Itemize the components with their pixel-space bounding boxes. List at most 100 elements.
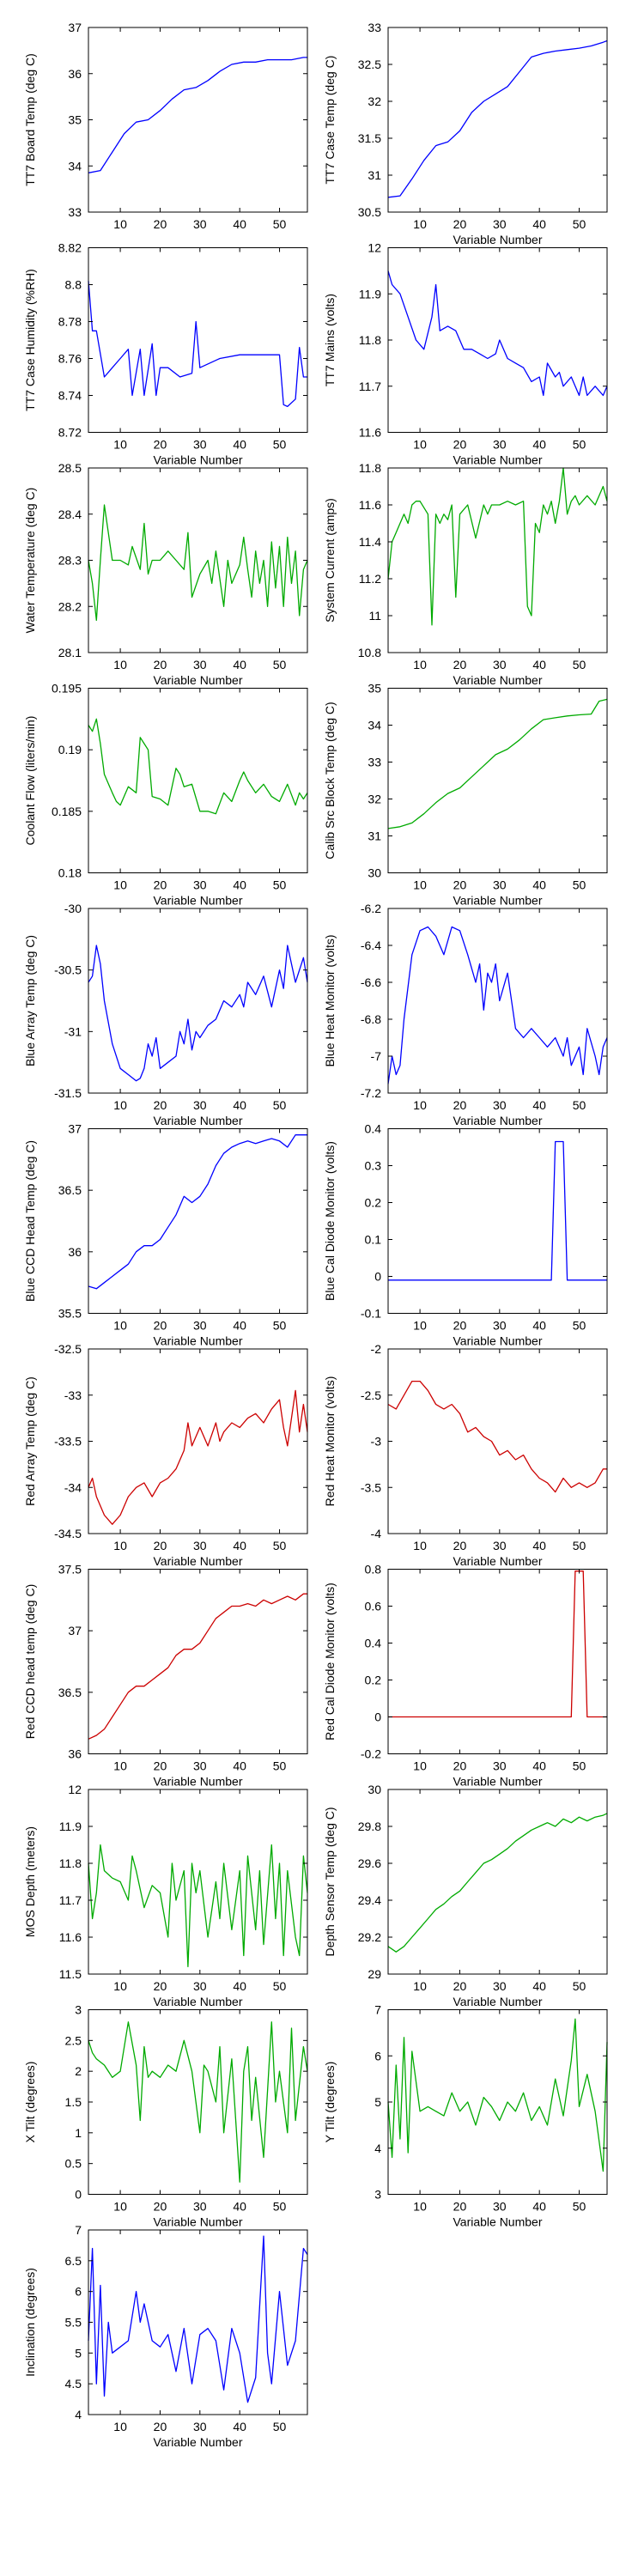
y-tick-label: -0.1	[361, 1307, 381, 1321]
y-tick-label: -4	[371, 1527, 382, 1540]
x-tick-label: 10	[113, 1319, 127, 1333]
x-tick-label: 10	[413, 1098, 427, 1112]
y-tick-label: -30.5	[54, 963, 82, 977]
x-tick-label: 10	[413, 217, 427, 231]
x-tick-label: 50	[273, 1539, 287, 1552]
x-tick-label: 10	[413, 1539, 427, 1552]
x-tick-label: 20	[453, 1979, 467, 1993]
y-tick-label: 28.1	[58, 646, 82, 659]
y-tick-label: 11.6	[59, 1930, 82, 1944]
plot-frame	[88, 908, 308, 1094]
x-tick-label: 10	[113, 1759, 127, 1773]
plot-frame	[387, 1569, 608, 1754]
y-tick-label: 0.19	[58, 743, 82, 756]
y-tick-label: 36.5	[58, 1183, 82, 1197]
x-tick-label: 40	[233, 878, 246, 892]
y-tick-label: 6	[75, 2285, 82, 2299]
x-tick-label: 50	[573, 1098, 586, 1112]
x-tick-label: 40	[532, 438, 546, 452]
x-tick-label: 10	[113, 1979, 127, 1993]
x-tick-label: 40	[532, 1098, 546, 1112]
y-tick-label: 4.5	[65, 2377, 82, 2391]
x-tick-label: 30	[493, 1759, 507, 1773]
y-axis-title: Red CCD head temp (deg C)	[23, 1584, 37, 1740]
y-axis-title: Blue Cal Diode Monitor (volts)	[323, 1141, 337, 1301]
chart-panel-10: -7.2 -7 -6.8 -6.6 -6.4 -6.2 10 20 30 40 50 Variable…	[323, 902, 608, 1127]
y-tick-label: 2.5	[65, 2033, 82, 2047]
x-axis-title: Variable Number	[153, 2215, 242, 2229]
x-axis-title: Variable Number	[453, 894, 542, 908]
x-axis-title: Variable Number	[153, 1334, 242, 1348]
y-tick-label: 36	[68, 1747, 82, 1761]
x-tick-label: 10	[413, 438, 427, 452]
y-tick-label: 34	[68, 159, 82, 173]
x-tick-label: 50	[273, 1098, 287, 1112]
x-tick-label: 30	[193, 2200, 207, 2214]
x-axis-title: Variable Number	[453, 233, 542, 246]
y-tick-label: 4	[374, 2142, 381, 2155]
y-axis-title: Depth Sensor Temp (deg C)	[323, 1807, 337, 1956]
series-line	[88, 718, 308, 815]
y-tick-label: 29.2	[358, 1930, 381, 1944]
y-tick-label: -34	[64, 1480, 82, 1494]
y-tick-label: 0	[374, 1270, 381, 1284]
y-tick-label: 1	[75, 2126, 82, 2140]
series-line	[88, 2021, 308, 2183]
x-tick-label: 50	[273, 2200, 287, 2214]
x-tick-label: 20	[453, 878, 467, 892]
x-tick-label: 40	[233, 1539, 246, 1552]
x-tick-label: 50	[273, 2420, 287, 2433]
y-tick-label: 0.4	[365, 1122, 382, 1136]
y-tick-label: 28.3	[58, 554, 82, 568]
y-tick-label: 32.5	[358, 58, 381, 71]
x-tick-label: 50	[573, 438, 586, 452]
y-tick-label: 30	[368, 1783, 381, 1796]
x-tick-label: 20	[453, 1098, 467, 1112]
y-tick-label: -6.8	[361, 1012, 381, 1026]
x-tick-label: 10	[413, 1979, 427, 1993]
y-tick-label: 8.74	[58, 389, 82, 403]
series-line	[387, 926, 608, 1084]
series-line	[388, 1571, 607, 1718]
y-axis-title: TT7 Case Temp (deg C)	[323, 56, 337, 185]
x-tick-label: 20	[154, 1979, 167, 1993]
plot-frame	[88, 2009, 308, 2195]
x-tick-label: 50	[273, 1979, 287, 1993]
x-tick-label: 30	[493, 438, 507, 452]
x-axis-title: Variable Number	[153, 453, 242, 467]
y-tick-label: 0.4	[365, 1637, 382, 1650]
y-axis-title: TT7 Board Temp (deg C)	[23, 53, 37, 186]
x-tick-label: 40	[532, 217, 546, 231]
plot-frame	[88, 688, 308, 873]
plot-frame	[387, 688, 608, 873]
y-tick-label: -3	[371, 1435, 382, 1449]
x-tick-label: 50	[573, 2200, 586, 2214]
series-line	[88, 2235, 308, 2403]
x-tick-label: 40	[532, 1759, 546, 1773]
series-line	[387, 2018, 608, 2172]
x-axis-title: Variable Number	[453, 1775, 542, 1789]
series-line	[387, 39, 608, 198]
x-tick-label: 10	[113, 1098, 127, 1112]
y-tick-label: 0.18	[58, 866, 82, 880]
x-tick-label: 40	[233, 438, 246, 452]
x-tick-label: 10	[113, 878, 127, 892]
chart-panel-5: 28.1 28.2 28.3 28.4 28.5 10 20 30 40 50 Variable N…	[23, 461, 308, 687]
y-tick-label: 32	[368, 793, 381, 806]
y-tick-label: -6.6	[361, 975, 381, 989]
x-tick-label: 30	[193, 438, 207, 452]
y-tick-label: 11.7	[59, 1893, 82, 1907]
x-tick-label: 10	[113, 2200, 127, 2214]
y-tick-label: 36	[68, 67, 82, 81]
y-tick-label: 28.5	[58, 461, 82, 475]
x-tick-label: 20	[154, 2420, 167, 2433]
y-tick-label: 35	[68, 113, 82, 127]
x-axis-title: Variable Number	[153, 1775, 242, 1789]
x-tick-label: 40	[233, 658, 246, 671]
plot-frame	[387, 1348, 608, 1534]
x-tick-label: 20	[453, 658, 467, 671]
y-tick-label: 0.185	[52, 805, 82, 818]
x-tick-label: 40	[233, 1098, 246, 1112]
x-tick-label: 10	[413, 878, 427, 892]
